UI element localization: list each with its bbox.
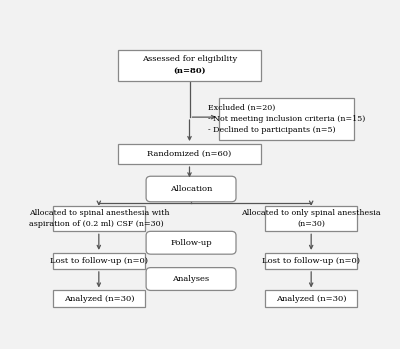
Text: Allocation: Allocation [170,185,212,193]
Text: Allocated to spinal anesthesia with
aspiration of (0.2 ml) CSF (n=30): Allocated to spinal anesthesia with aspi… [28,209,169,228]
FancyBboxPatch shape [146,231,236,254]
FancyBboxPatch shape [53,253,144,269]
Text: Lost to follow-up (n=0): Lost to follow-up (n=0) [50,257,148,265]
Text: Analyzed (n=30): Analyzed (n=30) [64,295,134,303]
FancyBboxPatch shape [53,290,144,306]
FancyBboxPatch shape [266,253,357,269]
Text: Excluded (n=20)
- Not meeting inclusion criteria (n=15)
- Declined to participan: Excluded (n=20) - Not meeting inclusion … [208,104,365,134]
FancyBboxPatch shape [266,206,357,231]
FancyBboxPatch shape [118,50,261,81]
FancyBboxPatch shape [53,206,144,231]
Text: Follow-up: Follow-up [170,239,212,247]
FancyBboxPatch shape [219,98,354,140]
FancyBboxPatch shape [266,290,357,306]
Text: Analyzed (n=30): Analyzed (n=30) [276,295,346,303]
FancyBboxPatch shape [118,144,261,164]
Text: Analyses: Analyses [172,275,210,283]
Text: Assessed for eligibility: Assessed for eligibility [142,55,237,63]
FancyBboxPatch shape [146,176,236,202]
Text: Allocated to only spinal anesthesia
(n=30): Allocated to only spinal anesthesia (n=3… [241,209,381,228]
Text: Randomized (n=60): Randomized (n=60) [147,150,232,158]
Text: (n=80): (n=80) [173,67,206,75]
Text: Lost to follow-up (n=0): Lost to follow-up (n=0) [262,257,360,265]
FancyBboxPatch shape [146,268,236,290]
